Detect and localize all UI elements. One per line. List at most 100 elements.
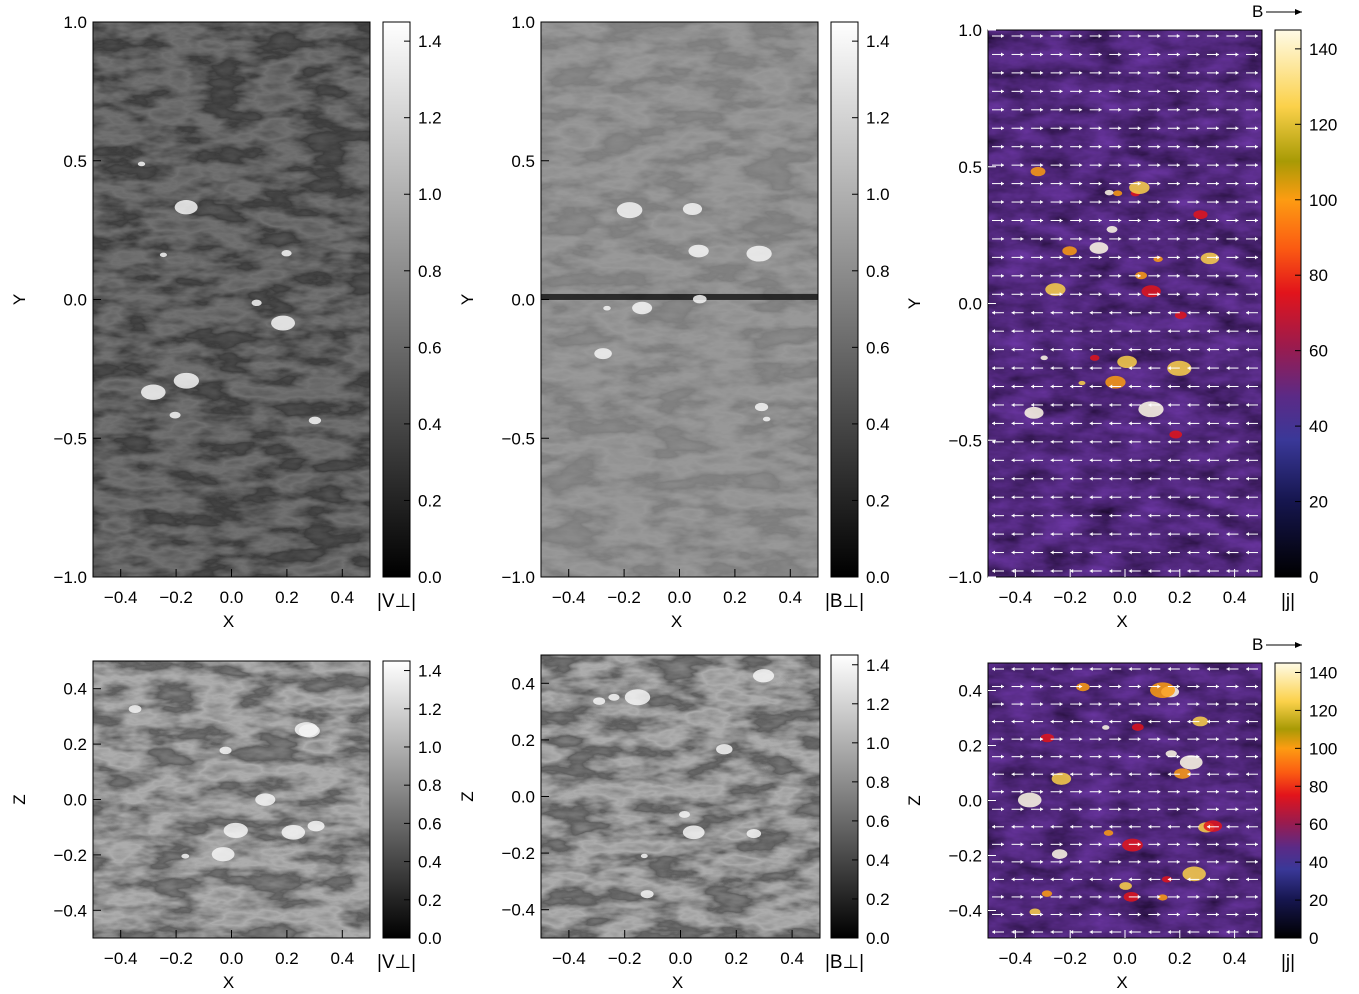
field-arrowhead [1187,476,1191,481]
colorbar-tick-label: 0.8 [418,262,442,281]
field-arrowhead [1089,402,1093,407]
field-arrowhead [1157,912,1161,917]
field-arrowhead [1167,495,1171,500]
field-arrowhead [1206,402,1210,407]
colorbar-tick-label: 1.4 [418,662,442,681]
field-arrowhead [1118,181,1122,186]
field-arrowhead [1031,476,1035,481]
colorbar-tick-label: 0 [1309,568,1318,587]
field-arrowhead [1137,144,1141,149]
field-arrowhead [1050,384,1054,389]
field-arrowhead [1020,684,1024,689]
bright-spot [716,744,733,755]
field-arrowhead [1255,789,1258,794]
field-arrowhead [1109,366,1113,371]
field-arrowhead [1157,255,1161,260]
x-tick-label: −0.4 [552,588,586,607]
field-arrowhead [1255,737,1258,742]
bright-spot [624,689,651,706]
field-arrowhead [1020,842,1024,847]
field-arrowhead [1001,89,1004,94]
field-arrowhead [992,384,995,389]
colorbar-tick-label: 20 [1309,493,1328,512]
field-arrowhead [1187,402,1191,407]
field-arrowhead [992,667,995,671]
bright-spot [1051,849,1068,859]
colorbar-tick-label: 0.2 [418,891,442,910]
field-arrowhead [1089,495,1093,500]
field-arrowhead [1109,476,1113,481]
field-arrowhead [1040,52,1044,57]
field-arrowhead [1020,912,1024,917]
field-arrowhead [1176,218,1180,223]
field-arrowhead [1157,894,1161,899]
field-arrowhead [1011,824,1015,829]
field-arrowhead [1089,513,1093,518]
bright-spot [1017,792,1042,808]
field-arrowhead [1137,859,1141,864]
field-arrowhead [1011,772,1015,777]
field-arrowhead [992,930,995,934]
current-sheet-line [541,293,818,300]
field-arrowhead [1246,402,1249,407]
field-arrowhead [1118,255,1122,260]
field-arrowhead [1187,495,1191,500]
field-arrowhead [1059,273,1063,278]
field-arrowhead [1157,737,1161,742]
field-arrowhead [1050,366,1054,371]
field-arrowhead [1137,89,1141,94]
field-arrowhead [1031,310,1035,315]
panel-6: B −0.4 −0.2 0.0 0.2 0.4 X −0.4 −0.2 0.0 0.2 0.4 Z 0 20… [905,635,1337,992]
field-arrowhead [1109,329,1113,334]
field-arrowhead [1215,273,1219,278]
field-arrowhead [1246,347,1249,352]
bright-spot [1040,355,1048,361]
field-arrowhead [1079,292,1083,297]
field-arrowhead [992,550,995,555]
field-arrowhead [1226,421,1230,426]
field-arrowhead [1255,181,1258,186]
field-arrowhead [1176,292,1180,297]
y-tick-label: −1.0 [501,568,535,587]
bright-spot [1169,430,1183,439]
vector-legend-arrowhead [1295,9,1302,15]
field-arrowhead [1070,347,1074,352]
field-arrowhead [1255,894,1258,899]
field-arrowhead [1148,877,1152,882]
y-tick-label: 1.0 [958,21,982,40]
field-arrowhead [1001,163,1004,168]
field-arrowhead [1050,402,1054,407]
field-arrowhead [1167,667,1171,671]
y-tick-label: −0.5 [948,431,982,450]
field-arrowhead [1157,126,1161,131]
field-arrowhead [1246,458,1249,463]
field-arrowhead [1118,34,1122,38]
field-arrowhead [1128,384,1132,389]
field-arrowhead [1020,200,1024,205]
field-arrowhead [1148,421,1152,426]
field-arrowhead [1255,292,1258,297]
y-tick-label: 1.0 [63,13,87,32]
y-tick-label: 0.0 [958,792,982,811]
field-arrowhead [1176,89,1180,94]
field-arrowhead [1157,273,1161,278]
field-arrowhead [1255,842,1258,847]
field-arrowhead [1001,684,1004,689]
bright-spot [281,824,306,840]
field-arrowhead [1137,70,1141,75]
field-arrowhead [1040,273,1044,278]
field-arrowhead [1011,476,1015,481]
field-arrowhead [1187,550,1191,555]
field-arrowhead [1137,912,1141,917]
colorbar-label: |j| [1281,952,1295,973]
field-arrowhead [1137,107,1141,112]
field-arrowhead [1001,859,1004,864]
x-tick-label: 0.2 [1168,949,1192,968]
field-arrowhead [1031,824,1035,829]
field-arrowhead [1001,912,1004,917]
field-arrowhead [1011,513,1015,518]
field-arrowhead [1001,52,1004,57]
field-arrowhead [1059,34,1063,38]
colorbar [1274,29,1302,578]
field-arrowhead [1176,789,1180,794]
